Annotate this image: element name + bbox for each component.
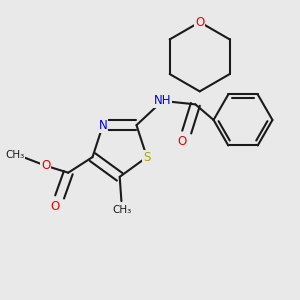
Text: O: O <box>178 135 187 148</box>
Text: CH₃: CH₃ <box>5 150 24 161</box>
Text: NH: NH <box>154 94 171 107</box>
Text: CH₃: CH₃ <box>113 205 132 215</box>
Text: N: N <box>98 118 107 132</box>
Text: S: S <box>143 151 151 164</box>
Text: O: O <box>41 159 50 172</box>
Text: O: O <box>195 16 204 28</box>
Text: O: O <box>51 200 60 213</box>
